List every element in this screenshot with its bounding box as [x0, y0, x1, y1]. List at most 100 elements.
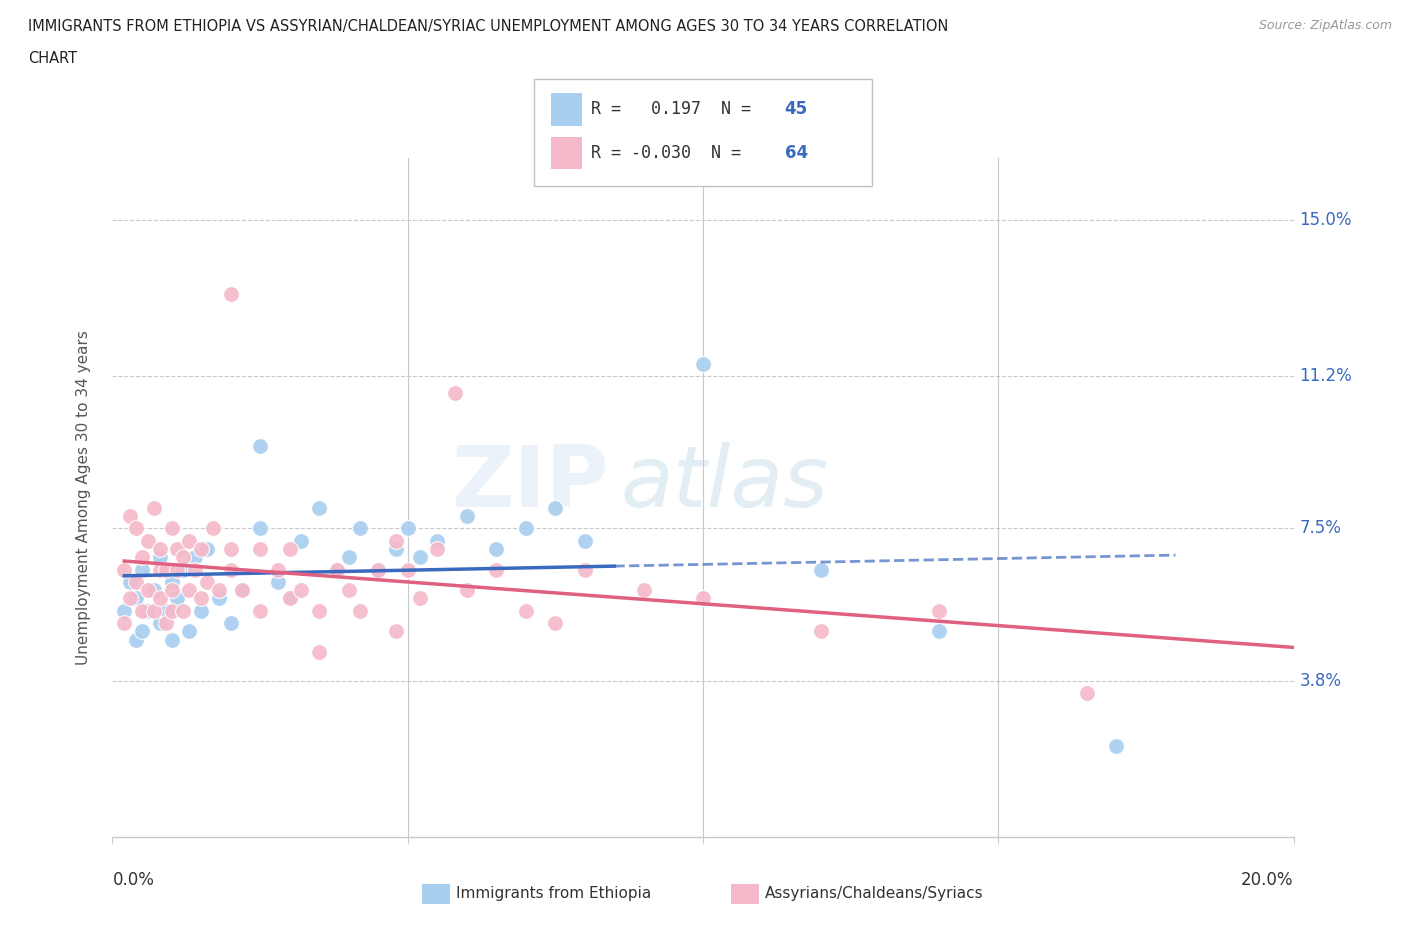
- Point: [120, 509, 142, 524]
- Point: [142, 583, 165, 598]
- Point: [633, 583, 655, 598]
- Point: [385, 624, 408, 639]
- Point: [160, 583, 183, 598]
- Point: [249, 439, 271, 454]
- Point: [278, 591, 301, 605]
- Point: [367, 562, 389, 577]
- Point: [201, 521, 224, 536]
- Text: 7.5%: 7.5%: [1299, 520, 1341, 538]
- Point: [131, 562, 153, 577]
- Point: [1105, 739, 1128, 754]
- Point: [456, 583, 478, 598]
- Text: Assyrians/Chaldeans/Syriacs: Assyrians/Chaldeans/Syriacs: [765, 886, 983, 901]
- Point: [195, 541, 218, 556]
- Text: 20.0%: 20.0%: [1241, 870, 1294, 889]
- Y-axis label: Unemployment Among Ages 30 to 34 years: Unemployment Among Ages 30 to 34 years: [76, 330, 91, 665]
- Point: [208, 583, 231, 598]
- Point: [426, 533, 449, 548]
- Point: [149, 562, 172, 577]
- Point: [692, 356, 714, 371]
- Point: [184, 562, 207, 577]
- Text: 0.0%: 0.0%: [112, 870, 155, 889]
- Point: [249, 604, 271, 618]
- Text: atlas: atlas: [620, 443, 828, 525]
- Text: 64: 64: [785, 143, 807, 162]
- Point: [160, 575, 183, 590]
- Point: [125, 575, 148, 590]
- Point: [172, 562, 194, 577]
- Point: [385, 533, 408, 548]
- Point: [149, 541, 172, 556]
- Point: [125, 521, 148, 536]
- Point: [1076, 685, 1098, 700]
- Point: [308, 604, 330, 618]
- Point: [155, 604, 177, 618]
- Point: [367, 562, 389, 577]
- Point: [155, 616, 177, 631]
- Text: 45: 45: [785, 100, 807, 118]
- Point: [485, 541, 508, 556]
- Point: [131, 550, 153, 565]
- Point: [928, 604, 950, 618]
- Point: [219, 541, 242, 556]
- Point: [574, 533, 596, 548]
- Point: [125, 591, 148, 605]
- Text: Source: ZipAtlas.com: Source: ZipAtlas.com: [1258, 19, 1392, 32]
- Point: [160, 604, 183, 618]
- Point: [190, 541, 212, 556]
- Point: [112, 562, 135, 577]
- Point: [219, 562, 242, 577]
- Point: [426, 541, 449, 556]
- Point: [337, 583, 360, 598]
- Point: [515, 604, 537, 618]
- Point: [349, 604, 371, 618]
- Point: [231, 583, 253, 598]
- Point: [166, 562, 188, 577]
- Point: [179, 624, 201, 639]
- Point: [190, 604, 212, 618]
- Point: [125, 632, 148, 647]
- Point: [208, 591, 231, 605]
- Point: [485, 562, 508, 577]
- Point: [308, 644, 330, 659]
- Point: [112, 616, 135, 631]
- Point: [278, 591, 301, 605]
- Point: [444, 385, 467, 400]
- Point: [179, 583, 201, 598]
- Point: [219, 286, 242, 301]
- Point: [396, 521, 419, 536]
- Point: [219, 616, 242, 631]
- Point: [326, 562, 349, 577]
- Point: [160, 632, 183, 647]
- Point: [172, 604, 194, 618]
- Text: IMMIGRANTS FROM ETHIOPIA VS ASSYRIAN/CHALDEAN/SYRIAC UNEMPLOYMENT AMONG AGES 30 : IMMIGRANTS FROM ETHIOPIA VS ASSYRIAN/CHA…: [28, 19, 949, 33]
- Point: [131, 604, 153, 618]
- Point: [278, 541, 301, 556]
- Point: [160, 521, 183, 536]
- Point: [172, 550, 194, 565]
- Text: ZIP: ZIP: [451, 443, 609, 525]
- Text: 3.8%: 3.8%: [1299, 671, 1341, 690]
- Text: R =   0.197  N =: R = 0.197 N =: [591, 100, 761, 118]
- Point: [337, 550, 360, 565]
- Point: [396, 562, 419, 577]
- Point: [692, 591, 714, 605]
- Point: [290, 533, 312, 548]
- Point: [190, 591, 212, 605]
- Point: [267, 562, 290, 577]
- Point: [267, 575, 290, 590]
- Point: [136, 583, 159, 598]
- Text: 11.2%: 11.2%: [1299, 367, 1353, 385]
- Point: [349, 521, 371, 536]
- Point: [810, 562, 832, 577]
- Point: [149, 591, 172, 605]
- Point: [136, 604, 159, 618]
- Text: R = -0.030  N =: R = -0.030 N =: [591, 143, 751, 162]
- Point: [120, 591, 142, 605]
- Point: [195, 575, 218, 590]
- Point: [112, 604, 135, 618]
- Point: [179, 533, 201, 548]
- Point: [149, 550, 172, 565]
- Point: [136, 533, 159, 548]
- Point: [166, 591, 188, 605]
